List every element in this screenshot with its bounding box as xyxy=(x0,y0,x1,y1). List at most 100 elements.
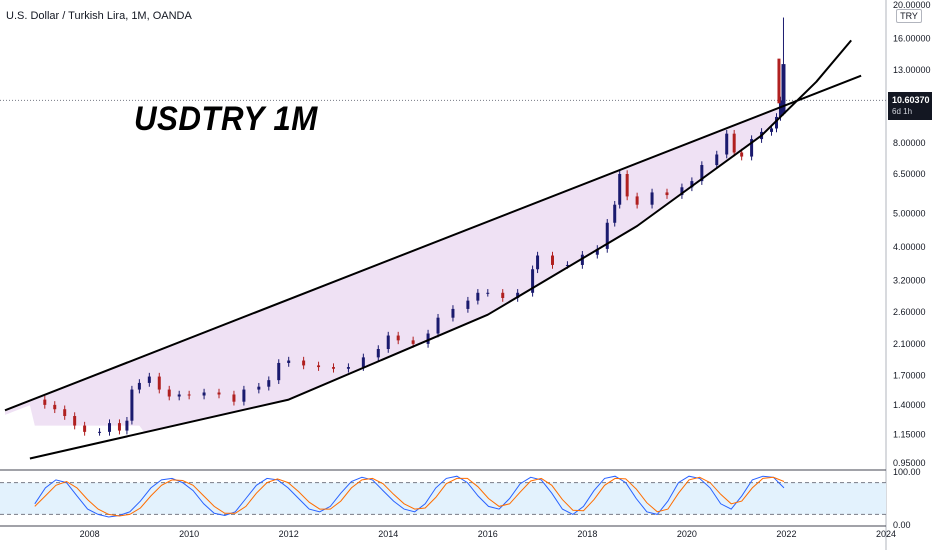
candle-body xyxy=(451,308,455,318)
candle-body xyxy=(346,367,350,369)
candle-body xyxy=(476,292,480,301)
candle-body xyxy=(117,423,121,431)
spike-body xyxy=(781,64,786,114)
candle-body xyxy=(302,360,306,366)
price-tick-label: 4.00000 xyxy=(893,242,926,252)
candle-body xyxy=(551,255,555,265)
candle-body xyxy=(715,154,719,166)
candle-body xyxy=(177,394,181,397)
candle-body xyxy=(242,389,246,402)
candle-body xyxy=(137,382,141,390)
price-tick-label: 1.15000 xyxy=(893,429,926,439)
symbol-title: U.S. Dollar / Turkish Lira, 1M, OANDA xyxy=(6,10,192,22)
stoch-k-line xyxy=(34,475,785,518)
time-tick-label: 2010 xyxy=(179,529,199,539)
candle-body xyxy=(257,386,261,390)
time-tick-label: 2018 xyxy=(577,529,597,539)
candle-body xyxy=(167,389,171,397)
candle-body xyxy=(595,248,599,255)
candle-body xyxy=(386,335,390,349)
oscillator-tick-label: 0.00 xyxy=(893,520,911,530)
candle-body xyxy=(740,152,744,157)
candle-body xyxy=(466,300,470,309)
price-tick-label: 5.00000 xyxy=(893,208,926,218)
time-tick-label: 2016 xyxy=(478,529,498,539)
candle-body xyxy=(436,317,440,334)
candle-body xyxy=(516,292,520,298)
time-tick-label: 2022 xyxy=(776,529,796,539)
channel-fill xyxy=(5,104,787,433)
candle-body xyxy=(125,420,129,431)
candle-body xyxy=(501,292,505,298)
stoch-d-line xyxy=(34,476,785,517)
price-tick-label: 16.00000 xyxy=(893,34,931,44)
price-tick-label: 8.00000 xyxy=(893,138,926,148)
oscillator-tick-label: 100.00 xyxy=(893,467,921,477)
spike-prev-body xyxy=(777,58,781,104)
price-tick-label: 20.00000 xyxy=(893,0,931,10)
currency-badge[interactable]: TRY xyxy=(896,9,922,23)
candle-body xyxy=(147,376,151,383)
candle-body xyxy=(700,165,704,182)
candle-body xyxy=(53,404,57,410)
candle-body xyxy=(63,409,67,417)
candle-body xyxy=(217,392,221,395)
time-tick-label: 2012 xyxy=(279,529,299,539)
price-tick-label: 2.60000 xyxy=(893,307,926,317)
candle-body xyxy=(157,376,161,390)
lower-channel-curve xyxy=(29,39,852,460)
upper-channel-line xyxy=(4,74,862,412)
candle-body xyxy=(83,425,87,432)
candle-body xyxy=(232,394,236,402)
price-tick-label: 13.00000 xyxy=(893,65,931,75)
candle-body xyxy=(98,431,102,433)
candle-body xyxy=(426,333,430,344)
candle-body xyxy=(665,192,669,196)
last-price-value: 10.60370 xyxy=(892,95,930,105)
candle-body xyxy=(287,360,291,363)
candle-body xyxy=(277,362,281,381)
bar-countdown: 6d 1h xyxy=(892,107,913,116)
candle-body xyxy=(43,399,47,405)
price-tick-label: 2.10000 xyxy=(893,339,926,349)
candle-body xyxy=(690,181,694,188)
candle-body xyxy=(531,269,535,293)
candle-body xyxy=(130,389,134,421)
price-tick-label: 0.95000 xyxy=(893,458,926,468)
candle-body xyxy=(750,139,754,157)
time-tick-label: 2024 xyxy=(876,529,896,539)
candle-body xyxy=(202,392,206,396)
candle-body xyxy=(580,254,584,265)
candle-body xyxy=(635,196,639,205)
candle-body xyxy=(411,340,415,344)
candle-body xyxy=(618,174,622,205)
candle-body xyxy=(565,264,569,266)
candle-body xyxy=(396,335,400,341)
candle-body xyxy=(680,187,684,196)
candle-body xyxy=(317,365,321,368)
candle-body xyxy=(536,255,540,270)
candle-body xyxy=(732,133,736,153)
price-tick-label: 1.40000 xyxy=(893,400,926,410)
candle-body xyxy=(486,292,490,294)
time-tick-label: 2008 xyxy=(80,529,100,539)
candle-body xyxy=(725,133,729,155)
candle-body xyxy=(650,192,654,205)
candle-body xyxy=(770,128,774,132)
candle-body xyxy=(605,222,609,249)
candle-body xyxy=(187,394,191,396)
candle-body xyxy=(376,348,380,358)
candle-body xyxy=(73,416,77,426)
candle-body xyxy=(774,116,778,129)
candle-body xyxy=(613,204,617,223)
last-price-tag: 10.60370 6d 1h xyxy=(888,92,932,120)
price-tick-label: 1.70000 xyxy=(893,371,926,381)
price-tick-label: 6.50000 xyxy=(893,169,926,179)
time-tick-label: 2014 xyxy=(378,529,398,539)
time-tick-label: 2020 xyxy=(677,529,697,539)
chart-annotation: USDTRY 1M xyxy=(134,100,318,138)
candle-body xyxy=(361,357,365,368)
candle-body xyxy=(108,423,112,432)
